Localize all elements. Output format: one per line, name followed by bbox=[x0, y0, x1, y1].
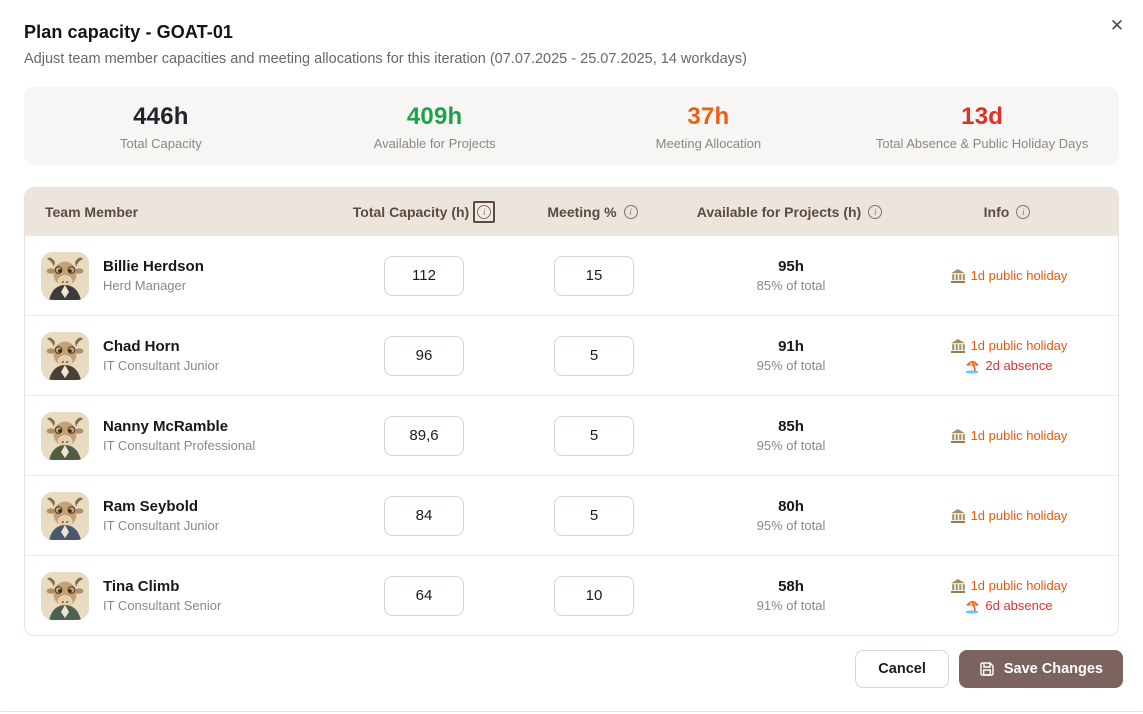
stat-label: Total Absence & Public Holiday Days bbox=[875, 136, 1089, 151]
member-role: IT Consultant Junior bbox=[103, 518, 220, 533]
public-holiday-badge: 1d public holiday bbox=[950, 578, 1067, 594]
dialog-header: Plan capacity - GOAT-01 Adjust team memb… bbox=[0, 0, 1143, 67]
member-role: IT Consultant Professional bbox=[103, 438, 256, 453]
table-row: Tina Climb IT Consultant Senior 58h 91% … bbox=[25, 555, 1118, 635]
summary-stats: 446h Total Capacity 409h Available for P… bbox=[24, 87, 1119, 165]
capacity-input[interactable] bbox=[384, 415, 464, 456]
save-changes-button[interactable]: Save Changes bbox=[958, 650, 1123, 688]
member-role: IT Consultant Senior bbox=[103, 598, 222, 613]
member-name: Chad Horn bbox=[103, 338, 180, 355]
col-header-team-member: Team Member bbox=[45, 203, 139, 220]
meeting-percent-input[interactable] bbox=[554, 495, 634, 536]
page-title: Plan capacity - GOAT-01 bbox=[24, 22, 234, 42]
stat-label: Meeting Allocation bbox=[655, 136, 762, 151]
col-header-info: Info i bbox=[899, 202, 1118, 222]
classical-building-icon bbox=[950, 338, 965, 353]
public-holiday-badge: 1d public holiday bbox=[950, 268, 1067, 284]
avatar bbox=[41, 251, 89, 300]
available-hours: 95h bbox=[778, 258, 804, 275]
stat-available-for-projects: 409h Available for Projects bbox=[298, 103, 572, 151]
available-hours: 58h bbox=[778, 578, 804, 595]
dialog-subtitle: Adjust team member capacities and meetin… bbox=[24, 51, 747, 67]
available-hours: 85h bbox=[778, 418, 804, 435]
member-name: Tina Climb bbox=[103, 578, 180, 595]
available-percent: 95% of total bbox=[756, 438, 826, 453]
stat-absence-holiday-days: 13d Total Absence & Public Holiday Days bbox=[845, 103, 1119, 151]
public-holiday-badge: 1d public holiday bbox=[950, 508, 1067, 524]
classical-building-icon bbox=[950, 268, 965, 283]
available-hours: 80h bbox=[778, 498, 804, 515]
member-role: IT Consultant Junior bbox=[103, 358, 220, 373]
info-icon[interactable]: i bbox=[473, 200, 496, 223]
table-row: Billie Herdson Herd Manager 95h 85% of t… bbox=[25, 235, 1118, 315]
meeting-percent-input[interactable] bbox=[554, 255, 634, 296]
meeting-percent-input[interactable] bbox=[554, 335, 634, 376]
stat-value: 13d bbox=[961, 103, 1004, 130]
classical-building-icon bbox=[950, 428, 965, 443]
stat-value: 37h bbox=[687, 103, 730, 130]
dialog-footer: Cancel Save Changes bbox=[855, 650, 1123, 688]
stat-value: 409h bbox=[406, 103, 463, 130]
member-role: Herd Manager bbox=[103, 278, 187, 293]
capacity-table: Team Member Total Capacity (h) i Meeting… bbox=[24, 187, 1119, 636]
stat-total-capacity: 446h Total Capacity bbox=[24, 103, 298, 151]
member-name: Billie Herdson bbox=[103, 258, 204, 275]
stat-meeting-allocation: 37h Meeting Allocation bbox=[572, 103, 846, 151]
avatar bbox=[41, 331, 89, 380]
available-percent: 91% of total bbox=[756, 598, 826, 613]
available-percent: 85% of total bbox=[756, 278, 826, 293]
table-row: Nanny McRamble IT Consultant Professiona… bbox=[25, 395, 1118, 475]
table-row: Chad Horn IT Consultant Junior 91h 95% o… bbox=[25, 315, 1118, 395]
close-icon[interactable]: ✕ bbox=[1109, 16, 1125, 35]
beach-umbrella-icon bbox=[965, 599, 981, 614]
table-row: Ram Seybold IT Consultant Junior 80h 95%… bbox=[25, 475, 1118, 555]
available-percent: 95% of total bbox=[756, 518, 826, 533]
meeting-percent-input[interactable] bbox=[554, 415, 634, 456]
info-icon[interactable]: i bbox=[1013, 202, 1033, 222]
stat-label: Available for Projects bbox=[373, 136, 496, 151]
capacity-input[interactable] bbox=[384, 255, 464, 296]
col-header-meeting-percent: Meeting % i bbox=[505, 202, 683, 222]
capacity-input[interactable] bbox=[384, 575, 464, 616]
cancel-button[interactable]: Cancel bbox=[855, 650, 949, 688]
available-hours: 91h bbox=[778, 338, 804, 355]
save-button-label: Save Changes bbox=[1003, 661, 1103, 677]
classical-building-icon bbox=[950, 508, 965, 523]
avatar bbox=[41, 411, 89, 460]
col-header-available-for-projects: Available for Projects (h) i bbox=[683, 202, 899, 222]
classical-building-icon bbox=[950, 578, 965, 593]
beach-umbrella-icon bbox=[965, 359, 981, 374]
stat-label: Total Capacity bbox=[120, 136, 202, 151]
table-header-row: Team Member Total Capacity (h) i Meeting… bbox=[25, 188, 1118, 235]
stat-value: 446h bbox=[133, 103, 189, 130]
avatar bbox=[41, 491, 89, 540]
modal-bottom-edge bbox=[0, 711, 1143, 712]
public-holiday-badge: 1d public holiday bbox=[950, 428, 1067, 444]
col-header-total-capacity: Total Capacity (h) i bbox=[343, 200, 505, 223]
info-icon[interactable]: i bbox=[621, 202, 641, 222]
avatar bbox=[41, 571, 89, 620]
floppy-disk-icon bbox=[980, 662, 994, 676]
public-holiday-badge: 1d public holiday bbox=[950, 338, 1067, 354]
info-icon[interactable]: i bbox=[865, 202, 885, 222]
available-percent: 95% of total bbox=[756, 358, 826, 373]
meeting-percent-input[interactable] bbox=[554, 575, 634, 616]
absence-badge: 2d absence bbox=[964, 358, 1053, 374]
capacity-input[interactable] bbox=[384, 335, 464, 376]
capacity-input[interactable] bbox=[384, 495, 464, 536]
absence-badge: 6d absence bbox=[964, 598, 1053, 614]
member-name: Nanny McRamble bbox=[103, 418, 229, 435]
member-name: Ram Seybold bbox=[103, 498, 199, 515]
